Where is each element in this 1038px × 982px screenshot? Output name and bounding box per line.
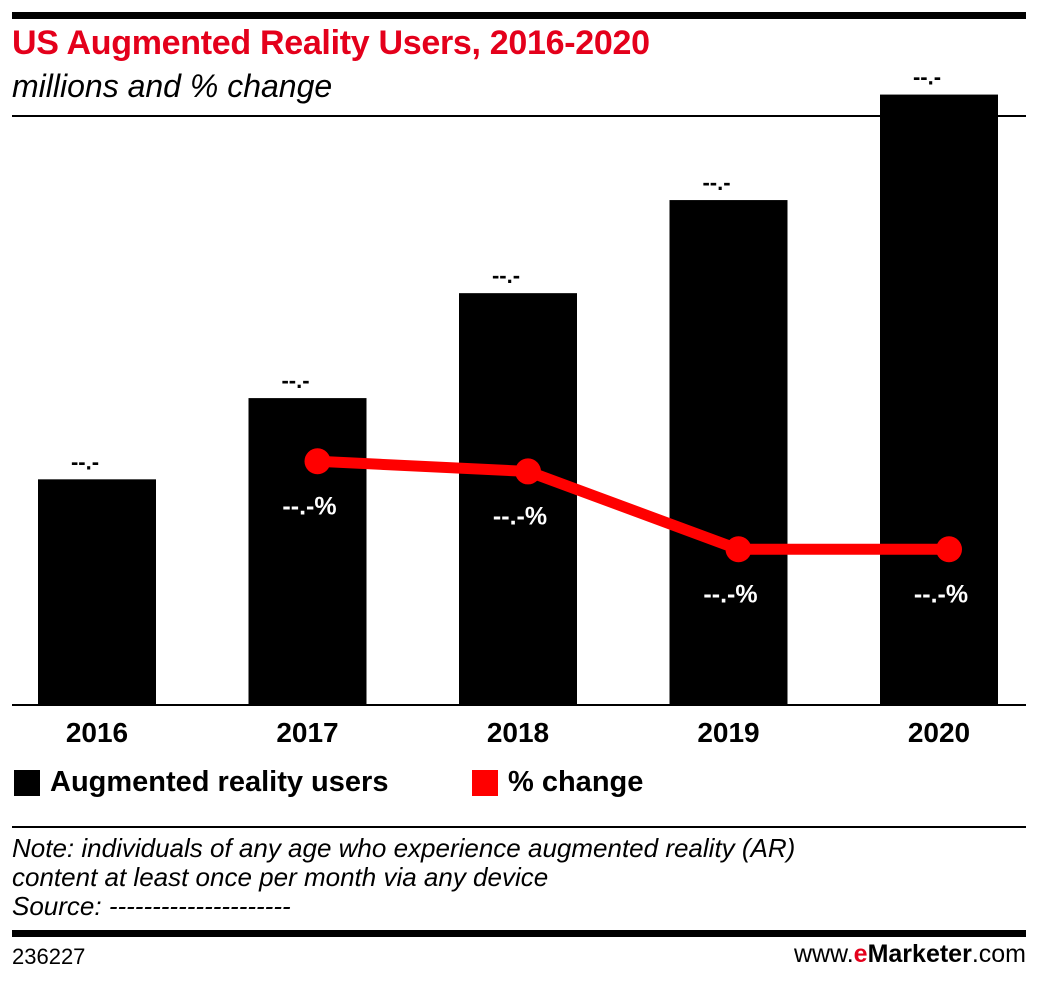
pct-change-point-2020 — [936, 536, 962, 563]
note-line-2: content at least once per month via any … — [12, 862, 549, 892]
pct-change-label-2020: --.-% — [914, 580, 968, 608]
note-line-1: Note: individuals of any age who experie… — [12, 833, 796, 863]
bar-value-label-2016: --.- — [71, 449, 99, 474]
x-tick-label-2016: 2016 — [66, 717, 128, 748]
x-tick-label-2018: 2018 — [487, 717, 549, 748]
x-axis: 2016 2017 2018 2019 2020 — [12, 704, 1026, 748]
x-tick-label-2017: 2017 — [276, 717, 338, 748]
brand-prefix: www. — [793, 940, 854, 968]
legend-swatch-users — [14, 769, 40, 796]
pct-change-point-2019 — [725, 536, 752, 563]
x-tick-label-2019: 2019 — [697, 717, 759, 748]
legend-swatch-change — [472, 769, 498, 796]
chart-title: US Augmented Reality Users, 2016-2020 — [12, 24, 650, 62]
chart-svg: --.---.---.---.---.- --.-% --.-%--.-% --.-… — [12, 65, 1026, 748]
brand-name: Marketer — [867, 940, 972, 968]
legend-label-change: % change — [508, 766, 644, 798]
pct-change-line — [317, 455, 949, 555]
bar-value-label-2019: --.- — [702, 170, 730, 195]
chart-note: Note: individuals of any age who experie… — [12, 834, 795, 921]
bar-2019 — [669, 200, 788, 705]
pct-change-point-2017 — [304, 448, 331, 475]
top-rule — [12, 12, 1026, 19]
bar-2016 — [38, 479, 156, 705]
brand-suffix: .com — [971, 940, 1026, 968]
line-layer: --.-% --.-% --.-% --.-% — [282, 448, 968, 608]
chart-id: 236227 — [12, 944, 86, 969]
note-rule — [12, 826, 1026, 828]
pct-change-label-2017: --.-% — [282, 492, 336, 520]
legend-item-change: % change — [472, 766, 643, 799]
brand-e: e — [853, 940, 868, 968]
bar-value-label-2018: --.- — [492, 263, 520, 288]
pct-change-label-2019: --.-% — [703, 580, 757, 608]
pct-change-point-2018 — [515, 458, 541, 485]
brand-link[interactable]: www.eMarketer.com — [794, 940, 1026, 969]
footer-rule — [12, 930, 1026, 937]
bar-2017 — [248, 398, 367, 705]
note-source: Source: --------------------- — [12, 891, 291, 921]
bar-value-label-2017: --.- — [281, 368, 309, 393]
chart-subtitle: millions and % change — [12, 68, 333, 104]
legend-item-users: Augmented reality users — [14, 766, 388, 799]
legend-label-users: Augmented reality users — [50, 766, 389, 798]
bars-layer: --.- --.- --.- --.- --.- — [38, 65, 998, 706]
x-tick-label-2020: 2020 — [908, 717, 970, 748]
header-rule — [12, 115, 1026, 117]
bar-value-label-2020: --.- — [913, 65, 941, 90]
bar-2018 — [459, 293, 577, 705]
bar-2020 — [880, 94, 998, 706]
pct-change-label-2018: --.-% — [493, 502, 547, 530]
